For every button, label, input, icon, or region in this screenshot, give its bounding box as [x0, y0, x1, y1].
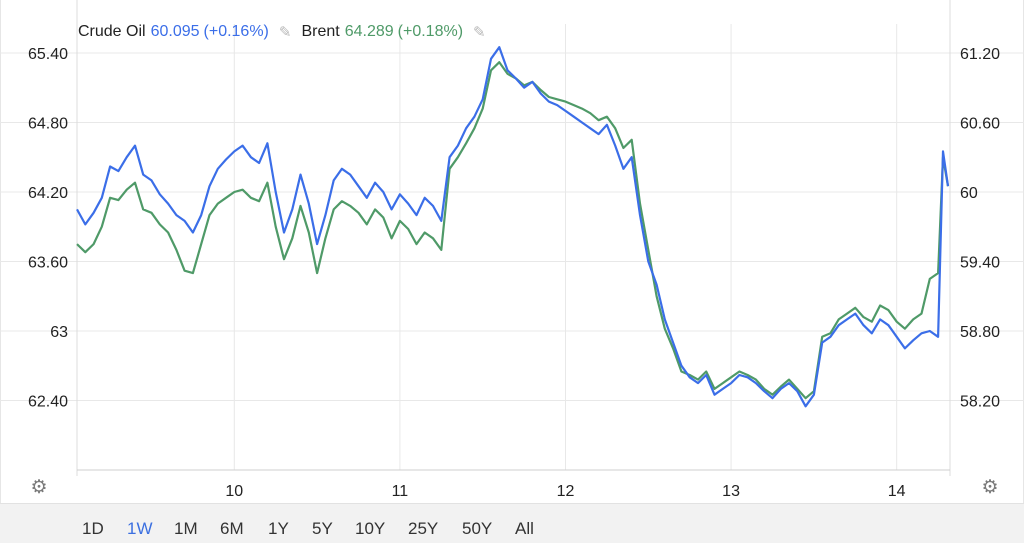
y-right-tick-label: 60 — [960, 185, 978, 202]
y-right-tick-label: 58.20 — [960, 393, 1000, 410]
range-button-6m[interactable]: 6M — [220, 519, 244, 538]
x-tick-label: 13 — [722, 483, 740, 500]
right-axis-settings-gear-icon[interactable]: ⚙ — [981, 477, 999, 498]
legend-crude-name: Crude Oil — [78, 23, 146, 40]
range-button-10y[interactable]: 10Y — [355, 519, 386, 538]
x-tick-label: 11 — [392, 483, 409, 500]
series-lines — [76, 46, 950, 408]
range-selector-bar: 1D 1W 1M 6M 1Y 5Y 10Y 25Y 50Y All — [0, 503, 1024, 543]
y-left-tick-label: 65.40 — [28, 46, 68, 63]
pencil-icon[interactable]: ✎ — [278, 24, 292, 41]
crude-oil-series-line — [76, 46, 950, 408]
range-button-5y[interactable]: 5Y — [312, 519, 333, 538]
grid-lines — [0, 24, 1024, 470]
range-button-all[interactable]: All — [515, 519, 534, 538]
y-left-tick-label: 62.40 — [28, 393, 68, 410]
axes: 62.40 58.20 63 58.80 63.60 59.40 64.20 60 64.80 6… — [28, 0, 1000, 500]
pencil-icon[interactable]: ✎ — [473, 24, 486, 41]
legend-brent-value: 64.289 — [344, 23, 394, 40]
legend-brent-change: (+0.18%) — [397, 23, 464, 40]
range-button-1y[interactable]: 1Y — [268, 519, 289, 538]
chart-area: 62.40 58.20 63 58.80 63.60 59.40 64.20 60 64.80 6… — [0, 0, 1024, 500]
x-tick-label: 14 — [888, 483, 906, 500]
range-button-50y[interactable]: 50Y — [462, 519, 493, 538]
y-left-tick-label: 64.20 — [28, 185, 68, 202]
y-left-tick-label: 63 — [50, 324, 68, 341]
chart-legend: Crude Oil 60.095 (+0.16%) ✎ Brent 64.289… — [78, 20, 496, 44]
range-button-1m[interactable]: 1M — [174, 519, 198, 538]
y-right-tick-label: 58.80 — [960, 324, 1000, 341]
legend-crude-change: (+0.16%) — [203, 23, 269, 40]
range-button-25y[interactable]: 25Y — [408, 519, 439, 538]
range-button-1w[interactable]: 1W — [127, 519, 153, 538]
legend-brent-name: Brent — [301, 23, 340, 40]
brent-series-line — [76, 61, 950, 400]
y-right-tick-label: 60.60 — [960, 115, 1000, 132]
x-tick-label: 10 — [225, 483, 243, 500]
y-right-tick-label: 59.40 — [960, 254, 1000, 271]
y-right-tick-label: 61.20 — [960, 46, 1000, 63]
y-left-tick-label: 63.60 — [28, 254, 68, 271]
range-button-1d[interactable]: 1D — [82, 519, 104, 538]
left-axis-settings-gear-icon[interactable]: ⚙ — [30, 477, 48, 498]
y-left-tick-label: 64.80 — [28, 115, 68, 132]
x-tick-label: 12 — [557, 483, 575, 500]
legend-crude-value: 60.095 — [150, 23, 200, 40]
